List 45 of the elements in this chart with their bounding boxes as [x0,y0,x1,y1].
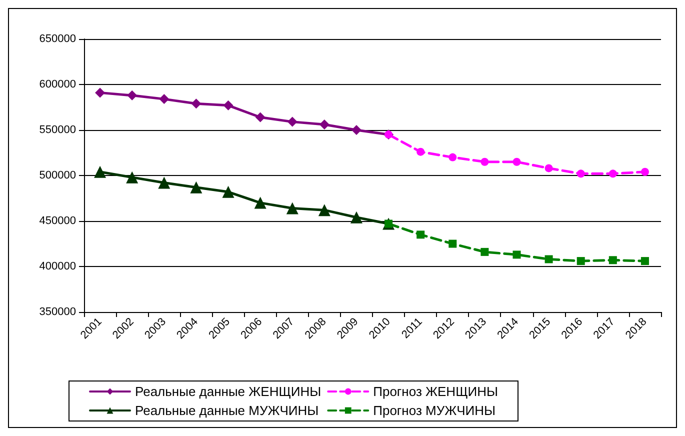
legend-label: Реальные данные ЖЕНЩИНЫ [135,384,322,399]
point [480,158,489,166]
point [254,196,266,209]
point [640,168,649,176]
y-tick-label: 500000 [39,170,76,182]
y-tick-label: 350000 [39,306,76,318]
point [95,88,106,98]
point [576,257,585,266]
y-tick-label: 600000 [39,78,76,90]
y-tick-label: 400000 [39,260,76,272]
point [448,153,457,162]
legend-label: Прогноз МУЖЧИНЫ [373,403,496,418]
point [158,176,170,189]
point [608,170,617,178]
point [416,230,425,239]
y-tick-label: 650000 [39,33,76,45]
legend-label: Реальные данные МУЖЧИНЫ [135,403,319,418]
point [608,256,617,264]
point [126,171,138,184]
point [94,166,106,178]
point [350,211,362,224]
point [318,204,330,216]
point [190,181,202,194]
point [159,94,170,104]
point [448,240,457,248]
point [351,125,362,135]
legend-label: Прогноз ЖЕНЩИНЫ [373,384,498,399]
point [286,202,298,214]
y-tick-label: 550000 [39,124,76,136]
point [544,164,553,172]
point [480,248,489,256]
point [416,148,425,156]
point [127,90,138,100]
point [544,255,553,264]
point [512,158,521,166]
y-tick-label: 450000 [39,215,76,227]
point [222,186,234,198]
point [191,98,202,109]
point [319,120,330,130]
point [576,170,585,178]
point [512,250,521,259]
point [223,100,234,110]
point [640,257,649,266]
point [255,112,266,122]
point [287,116,298,127]
